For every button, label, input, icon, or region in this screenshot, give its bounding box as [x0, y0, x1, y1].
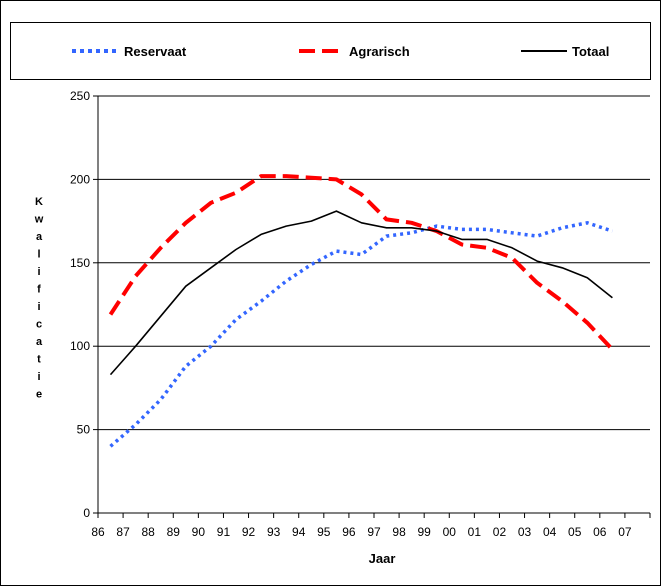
legend-label-reservaat: Reservaat — [124, 44, 187, 59]
series-lines — [108, 174, 614, 448]
legend-item-totaal: Totaal — [521, 44, 609, 59]
legend-label-agrarisch: Agrarisch — [349, 44, 410, 59]
x-tick-label: 04 — [543, 525, 557, 539]
y-tick-label: 200 — [70, 172, 90, 186]
y-axis-title-letter: i — [37, 266, 40, 278]
y-axis-title-letter: i — [37, 371, 40, 383]
y-axis-title-letter: c — [36, 319, 42, 331]
x-tick-label: 86 — [91, 525, 105, 539]
y-tick-label: 0 — [83, 506, 90, 520]
x-tick-label: 93 — [267, 525, 281, 539]
x-tick-label: 06 — [593, 525, 607, 539]
legend: Reservaat Agrarisch Totaal — [10, 22, 651, 80]
x-tick-label: 98 — [392, 525, 406, 539]
x-tick-label: 95 — [317, 525, 331, 539]
x-tick-label: 87 — [116, 525, 130, 539]
y-axis-tick-labels: 0 50 100 150 200 250 — [70, 89, 90, 520]
y-axis-title-letter: e — [36, 389, 42, 401]
x-tick-label: 00 — [443, 525, 457, 539]
x-tick-label: 89 — [167, 525, 181, 539]
y-axis-title-letter: f — [37, 284, 41, 296]
x-tick-label: 07 — [618, 525, 632, 539]
x-tick-label: 97 — [367, 525, 381, 539]
series-line-agrarisch — [108, 174, 614, 351]
legend-item-reservaat: Reservaat — [72, 44, 187, 59]
x-tick-label: 90 — [192, 525, 206, 539]
y-tick-label: 50 — [77, 423, 91, 437]
gridlines — [93, 95, 651, 518]
y-axis-title-letter: i — [37, 301, 40, 313]
y-axis-title-letter: w — [34, 214, 44, 226]
series-line-reservaat — [109, 221, 613, 448]
y-axis-title-letter: a — [36, 336, 43, 348]
y-axis-title-letter: l — [37, 249, 40, 261]
x-tick-label: 01 — [468, 525, 482, 539]
x-axis-tick-labels: 86 87 88 89 90 91 92 93 94 95 96 97 98 99 00 01 02 03 04 05… — [91, 525, 632, 539]
x-tick-label: 88 — [142, 525, 156, 539]
series-line-totaal — [109, 210, 613, 376]
x-tick-label: 03 — [518, 525, 532, 539]
x-tick-label: 94 — [292, 525, 306, 539]
x-tick-label: 99 — [418, 525, 432, 539]
legend-label-totaal: Totaal — [572, 44, 609, 59]
x-tick-label: 92 — [242, 525, 256, 539]
y-axis-title-letter: t — [37, 354, 41, 366]
x-axis-title: Jaar — [369, 551, 396, 566]
axes — [97, 96, 650, 514]
x-tick-label: 02 — [493, 525, 507, 539]
y-axis-title-letter: K — [35, 196, 43, 208]
y-tick-label: 100 — [70, 339, 90, 353]
x-tick-label: 96 — [342, 525, 356, 539]
y-tick-label: 250 — [70, 89, 90, 103]
x-tick-label: 05 — [568, 525, 582, 539]
y-tick-label: 150 — [70, 256, 90, 270]
x-tick-label: 91 — [217, 525, 231, 539]
y-axis-title-letter: a — [36, 231, 43, 243]
legend-item-agrarisch: Agrarisch — [299, 44, 410, 59]
